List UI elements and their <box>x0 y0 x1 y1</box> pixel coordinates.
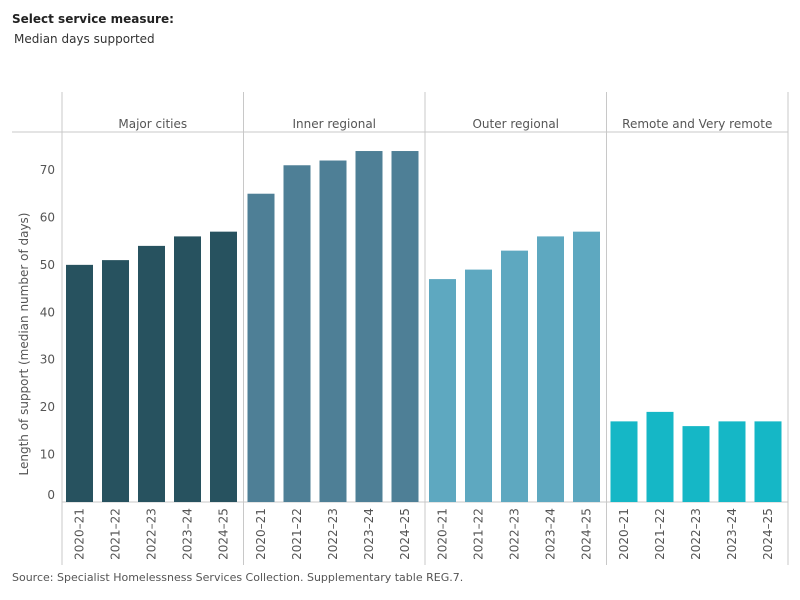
bar <box>754 421 782 502</box>
bar <box>429 279 456 502</box>
x-tick-label: 2023–24 <box>544 508 558 560</box>
bar <box>465 269 492 502</box>
x-tick-label: 2024–25 <box>761 508 775 560</box>
x-tick-label: 2020–21 <box>73 508 87 560</box>
source-note: Source: Specialist Homelessness Services… <box>12 571 464 584</box>
bar <box>66 264 93 502</box>
x-tick-label: 2023–24 <box>725 508 739 560</box>
x-tick-label: 2023–24 <box>362 508 376 560</box>
x-tick-label: 2022–23 <box>145 508 159 560</box>
bar <box>138 245 165 502</box>
x-tick-label: 2022–23 <box>689 508 703 560</box>
x-tick-label: 2024–25 <box>580 508 594 560</box>
bar <box>247 193 275 502</box>
filter-title: Select service measure: <box>12 12 174 26</box>
bar <box>391 151 419 502</box>
bar <box>319 160 347 502</box>
y-tick-label: 60 <box>40 210 55 224</box>
bar <box>610 421 638 502</box>
x-tick-label: 2020–21 <box>436 508 450 560</box>
x-tick-label: 2024–25 <box>398 508 412 560</box>
panel-header-label: Inner regional <box>292 117 376 131</box>
panel-header-label: Remote and Very remote <box>622 117 772 131</box>
bar <box>102 260 129 502</box>
bar <box>283 165 311 502</box>
panel-header-label: Major cities <box>118 117 187 131</box>
bar <box>537 236 564 502</box>
bar <box>682 426 710 502</box>
bar <box>718 421 746 502</box>
x-tick-label: 2021–22 <box>472 508 486 560</box>
y-tick-label: 10 <box>40 448 55 462</box>
bar <box>210 231 237 502</box>
y-tick-label: 0 <box>47 488 55 502</box>
x-tick-label: 2023–24 <box>181 508 195 560</box>
x-tick-label: 2020–21 <box>254 508 268 560</box>
bar <box>646 411 674 502</box>
y-tick-label: 50 <box>40 258 55 272</box>
bar <box>573 231 600 502</box>
bar <box>501 250 528 502</box>
x-tick-label: 2022–23 <box>508 508 522 560</box>
y-tick-label: 70 <box>40 163 55 177</box>
x-tick-label: 2022–23 <box>326 508 340 560</box>
x-tick-label: 2021–22 <box>290 508 304 560</box>
y-tick-label: 30 <box>40 353 55 367</box>
x-tick-label: 2024–25 <box>217 508 231 560</box>
x-tick-label: 2020–21 <box>617 508 631 560</box>
panel-header-label: Outer regional <box>472 117 559 131</box>
bar <box>174 236 201 502</box>
y-axis-title: Length of support (median number of days… <box>17 213 31 476</box>
bar <box>355 151 383 502</box>
x-tick-label: 2021–22 <box>109 508 123 560</box>
x-tick-label: 2021–22 <box>653 508 667 560</box>
y-tick-label: 20 <box>40 400 55 414</box>
y-tick-label: 40 <box>40 305 55 319</box>
service-measure-selector[interactable]: Median days supported <box>14 32 155 46</box>
